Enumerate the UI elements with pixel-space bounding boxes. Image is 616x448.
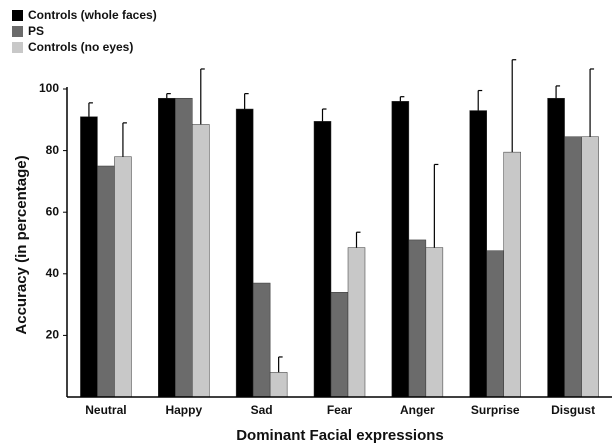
bar — [158, 97, 176, 398]
bar — [114, 156, 132, 398]
bar — [269, 372, 288, 398]
bar — [503, 151, 521, 398]
x-tick-label: Fear — [327, 403, 353, 417]
x-tick-label: Disgust — [551, 403, 595, 417]
bar — [175, 97, 193, 398]
bar — [80, 116, 98, 398]
legend-swatch — [12, 26, 23, 37]
x-tick-label: Anger — [400, 403, 435, 417]
y-axis-label: Accuracy (in percentage) — [13, 155, 30, 334]
bar — [330, 292, 349, 398]
legend-swatch — [12, 10, 23, 21]
bar — [425, 247, 444, 398]
bar — [581, 136, 599, 398]
legend-label: PS — [28, 24, 44, 38]
bar — [192, 124, 210, 398]
bar — [547, 97, 565, 398]
y-tick-label: 100 — [39, 81, 59, 95]
bar — [408, 239, 427, 398]
y-tick-label: 40 — [46, 266, 60, 280]
bar — [469, 110, 487, 398]
bar — [313, 121, 332, 398]
bar — [97, 165, 115, 398]
legend-swatch — [12, 42, 23, 53]
y-tick-label: 80 — [46, 143, 60, 157]
bar — [252, 282, 271, 398]
x-tick-label: Neutral — [85, 403, 126, 417]
y-tick-label: 20 — [46, 328, 60, 342]
bar — [391, 101, 410, 398]
x-tick-label: Sad — [251, 403, 273, 417]
x-tick-label: Surprise — [471, 403, 520, 417]
bar — [347, 247, 366, 398]
bar — [486, 250, 504, 398]
bar — [564, 136, 582, 398]
legend-label: Controls (whole faces) — [28, 8, 157, 22]
x-axis-label: Dominant Facial expressions — [236, 427, 444, 444]
y-tick-label: 60 — [46, 204, 60, 218]
legend-label: Controls (no eyes) — [28, 40, 133, 54]
x-tick-label: Happy — [165, 403, 202, 417]
bar — [235, 108, 254, 398]
